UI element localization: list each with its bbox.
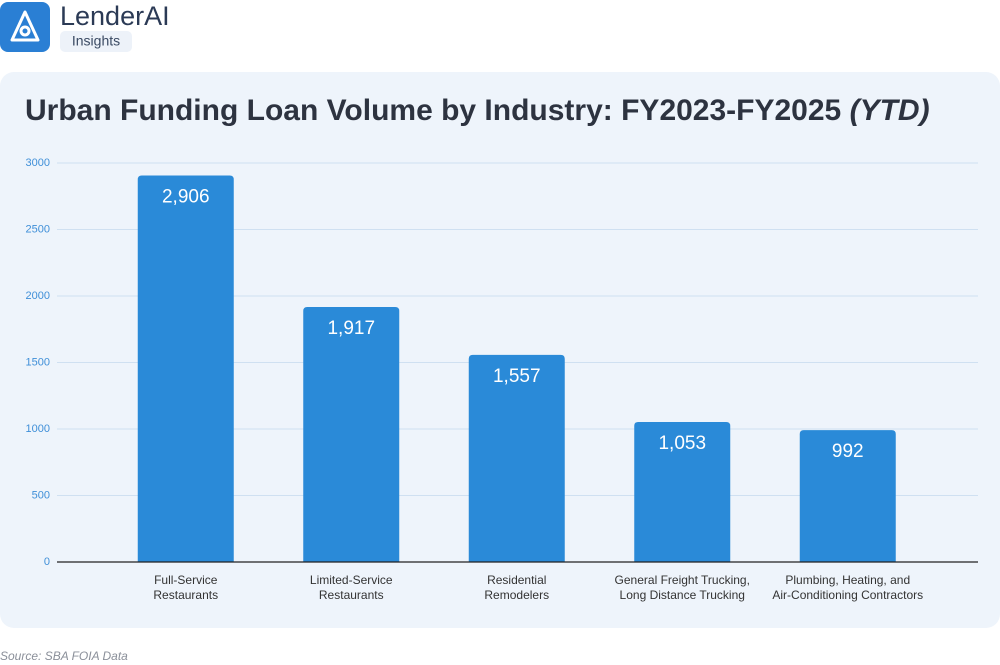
logo-icon bbox=[10, 10, 40, 42]
x-tick-label: Limited-Service bbox=[310, 573, 393, 587]
bar bbox=[137, 175, 234, 562]
tag-pill bbox=[60, 31, 132, 52]
tag: Insights bbox=[72, 33, 120, 49]
y-tick-label: 1500 bbox=[26, 356, 50, 368]
x-tick-label: Residential bbox=[487, 573, 546, 587]
bar bbox=[303, 307, 400, 562]
y-tick-label: 500 bbox=[32, 489, 50, 501]
source: Source: SBA FOIA Data bbox=[0, 649, 128, 663]
y-tick-label: 2500 bbox=[26, 223, 50, 235]
y-tick-label: 1000 bbox=[26, 423, 50, 435]
bar bbox=[799, 430, 896, 562]
x-tick-label: Restaurants bbox=[319, 588, 384, 602]
value-label: 2,906 bbox=[162, 187, 210, 208]
x-tick-label: Remodelers bbox=[484, 588, 549, 602]
bar bbox=[468, 354, 565, 562]
x-tick-label: Long Distance Trucking bbox=[620, 588, 745, 602]
y-tick-label: 0 bbox=[44, 556, 50, 568]
value-label: 1,557 bbox=[493, 366, 541, 387]
title-main: Urban Funding Loan Volume by Industry: F… bbox=[25, 94, 841, 127]
x-tick-label: General Freight Trucking, bbox=[615, 573, 750, 587]
x-tick-label: Plumbing, Heating, and bbox=[785, 573, 910, 587]
title-suffix: (YTD) bbox=[850, 94, 930, 127]
brand: LenderAI bbox=[60, 1, 170, 31]
y-tick-label: 2000 bbox=[26, 290, 50, 302]
card bbox=[0, 72, 1000, 628]
bar bbox=[634, 421, 731, 562]
x-tick-label: Full-Service bbox=[154, 573, 218, 587]
value-label: 1,917 bbox=[327, 318, 375, 339]
x-tick-label: Air-Conditioning Contractors bbox=[772, 588, 923, 602]
y-tick-label: 3000 bbox=[26, 157, 50, 169]
value-label: 992 bbox=[832, 441, 864, 462]
chart-title: Urban Funding Loan Volume by Industry: F… bbox=[25, 94, 930, 127]
x-tick-label: Restaurants bbox=[153, 588, 218, 602]
value-label: 1,053 bbox=[658, 433, 706, 454]
